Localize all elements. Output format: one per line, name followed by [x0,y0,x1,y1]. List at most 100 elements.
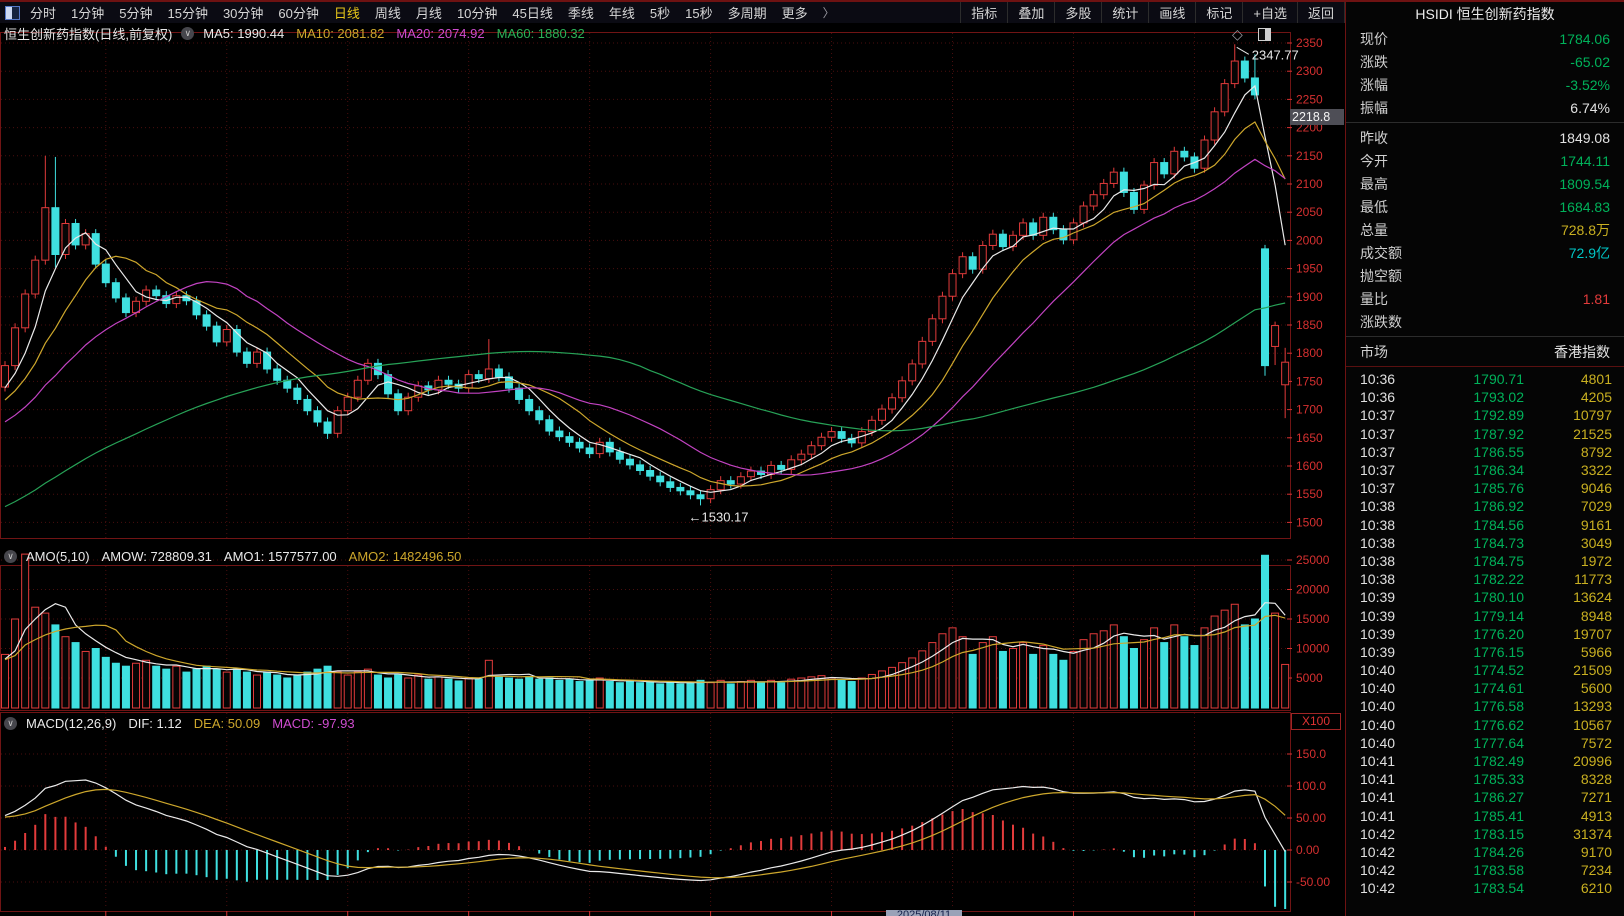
tick-volume: 4801 [1580,371,1612,388]
tick-volume: 7271 [1580,789,1612,806]
divider [1346,122,1624,123]
tick-row: 10:40 1774.61 5600 [1346,679,1624,697]
timeframe-tab[interactable]: 60分钟 [278,6,319,21]
timeframe-tab[interactable]: 10分钟 [456,6,498,21]
timeframe-tab[interactable]: 年线 [608,6,635,21]
tick-time: 10:42 [1360,880,1396,897]
timeframe-tab[interactable]: 15秒 [685,6,713,21]
svg-text:150.0: 150.0 [1296,747,1326,761]
toolbar-button-返回[interactable]: 返回 [1296,2,1345,23]
tick-row: 10:39 1780.10 13624 [1346,588,1624,606]
tick-row: 10:41 1785.33 8328 [1346,770,1624,788]
svg-text:1600: 1600 [1296,459,1323,473]
timeframe-tab[interactable]: 多周期 [727,6,767,21]
timeframe-tab[interactable]: 季线 [567,6,594,21]
chart-canvas[interactable]: 2350230022502200215021002050200019501900… [0,23,1345,916]
svg-text:←1530.17: ←1530.17 [689,509,749,524]
timeframe-tab[interactable]: 1分钟 [71,6,105,21]
tick-time: 10:36 [1360,371,1396,388]
tick-time: 10:37 [1360,407,1396,424]
tick-volume: 7234 [1580,862,1612,879]
tick-price: 1776.20 [1473,625,1524,642]
split-view-icon[interactable] [1257,27,1271,41]
svg-text:25000: 25000 [1296,553,1330,567]
svg-text:1850: 1850 [1296,318,1323,332]
collapse-amo-icon[interactable]: ∨ [4,549,17,563]
quote-value: 1809.54 [1559,175,1610,192]
tick-row: 10:37 1786.34 3322 [1346,461,1624,479]
tick-price: 1792.89 [1473,407,1524,424]
toolbar-button-统计[interactable]: 统计 [1101,2,1148,23]
toolbar-button-叠加[interactable]: 叠加 [1007,2,1054,23]
timeframe-tab[interactable]: 月线 [415,6,442,21]
collapse-main-icon[interactable]: ∨ [181,26,195,40]
tick-volume: 21509 [1573,662,1612,679]
toolbar-button-指标[interactable]: 指标 [960,2,1007,23]
tick-time: 10:41 [1360,753,1396,770]
timeframe-tab[interactable]: 周线 [374,6,401,21]
collapse-macd-icon[interactable]: ∨ [4,716,17,730]
timeframe-tab[interactable]: 30分钟 [222,6,264,21]
quote-label: 量比 [1360,290,1388,307]
legend-item: DEA: 50.09 [193,715,261,731]
tick-volume: 13624 [1573,589,1612,606]
tick-row: 10:42 1783.54 6210 [1346,879,1624,897]
tick-list[interactable]: 10:36 1790.71 4801 10:36 1793.02 4205 10:37 179… [1346,370,1624,897]
tick-row: 10:38 1784.75 1972 [1346,552,1624,570]
tick-time: 10:41 [1360,789,1396,806]
tick-price: 1784.75 [1473,552,1524,569]
tick-row: 10:37 1792.89 10797 [1346,406,1624,424]
timeframe-tab[interactable]: 更多 [781,6,808,21]
svg-text:15000: 15000 [1296,612,1330,626]
svg-text:50.00: 50.00 [1296,811,1326,825]
timeframe-tab[interactable]: 5分钟 [119,6,153,21]
quote-row: 涨跌 -65.02 [1346,50,1624,73]
quote-label: 市场 [1360,343,1388,360]
tick-price: 1786.92 [1473,498,1524,515]
tick-row: 10:39 1776.20 19707 [1346,625,1624,643]
tick-price: 1785.33 [1473,771,1524,788]
tick-time: 10:39 [1360,589,1396,606]
timeframe-tab[interactable]: 分时 [30,6,57,21]
tick-price: 1776.15 [1473,643,1524,660]
legend-item: DIF: 1.12 [128,715,182,731]
quote-label: 最高 [1360,175,1388,192]
timeframe-tabs: 分时 1分钟 5分钟 15分钟 30分钟 60分钟 日线 周线 月线 10分钟 45日线 季线 年线 5秒… [30,3,835,22]
tick-price: 1774.52 [1473,662,1524,679]
tick-row: 10:40 1777.64 7572 [1346,734,1624,752]
macd-legend: ∨ MACD(12,26,9) DIF: 1.12 DEA: 50.09 MACD: … [4,714,355,732]
tick-price: 1784.73 [1473,534,1524,551]
tick-volume: 7029 [1580,498,1612,515]
toolbar-button-标记[interactable]: 标记 [1195,2,1242,23]
quote-row: 最高 1809.54 [1346,172,1624,195]
tick-row: 10:42 1783.15 31374 [1346,825,1624,843]
quote-value: -3.52% [1565,76,1610,93]
timeframe-tab[interactable]: 5秒 [649,6,671,21]
legend-item: MA10: 2081.82 [296,25,385,41]
tick-volume: 20996 [1573,753,1612,770]
toolbar-button-多股[interactable]: 多股 [1054,2,1101,23]
tick-price: 1784.26 [1473,843,1524,860]
tick-volume: 3322 [1580,462,1612,479]
tick-row: 10:38 1786.92 7029 [1346,497,1624,515]
svg-text:1500: 1500 [1296,515,1323,529]
svg-text:2000: 2000 [1296,233,1323,247]
toolbar-button-+自选[interactable]: +自选 [1242,2,1297,23]
quote-value: 1849.08 [1559,129,1610,146]
divider [1346,336,1624,337]
svg-text:2100: 2100 [1296,177,1323,191]
tick-time: 10:39 [1360,643,1396,660]
instrument-title: 恒生创新药指数(日线,前复权) [4,26,173,42]
toolbar-actions: 指标 叠加 多股 统计 画线 标记 +自选 返回 [960,2,1345,23]
quote-value: 1.81 [1582,290,1610,307]
timeframe-tab[interactable]: 15分钟 [167,6,208,21]
toolbar-button-画线[interactable]: 画线 [1148,2,1195,23]
timeframe-tab[interactable]: 〉 [822,6,835,20]
timeframe-tab[interactable]: 日线 [333,6,360,21]
quote-label: 振幅 [1360,99,1388,116]
diamond-marker-icon[interactable]: ◇ [1232,26,1243,42]
timeframe-tab[interactable]: 45日线 [512,6,553,21]
quote-value: 1784.06 [1559,30,1610,47]
tick-price: 1784.56 [1473,516,1524,533]
